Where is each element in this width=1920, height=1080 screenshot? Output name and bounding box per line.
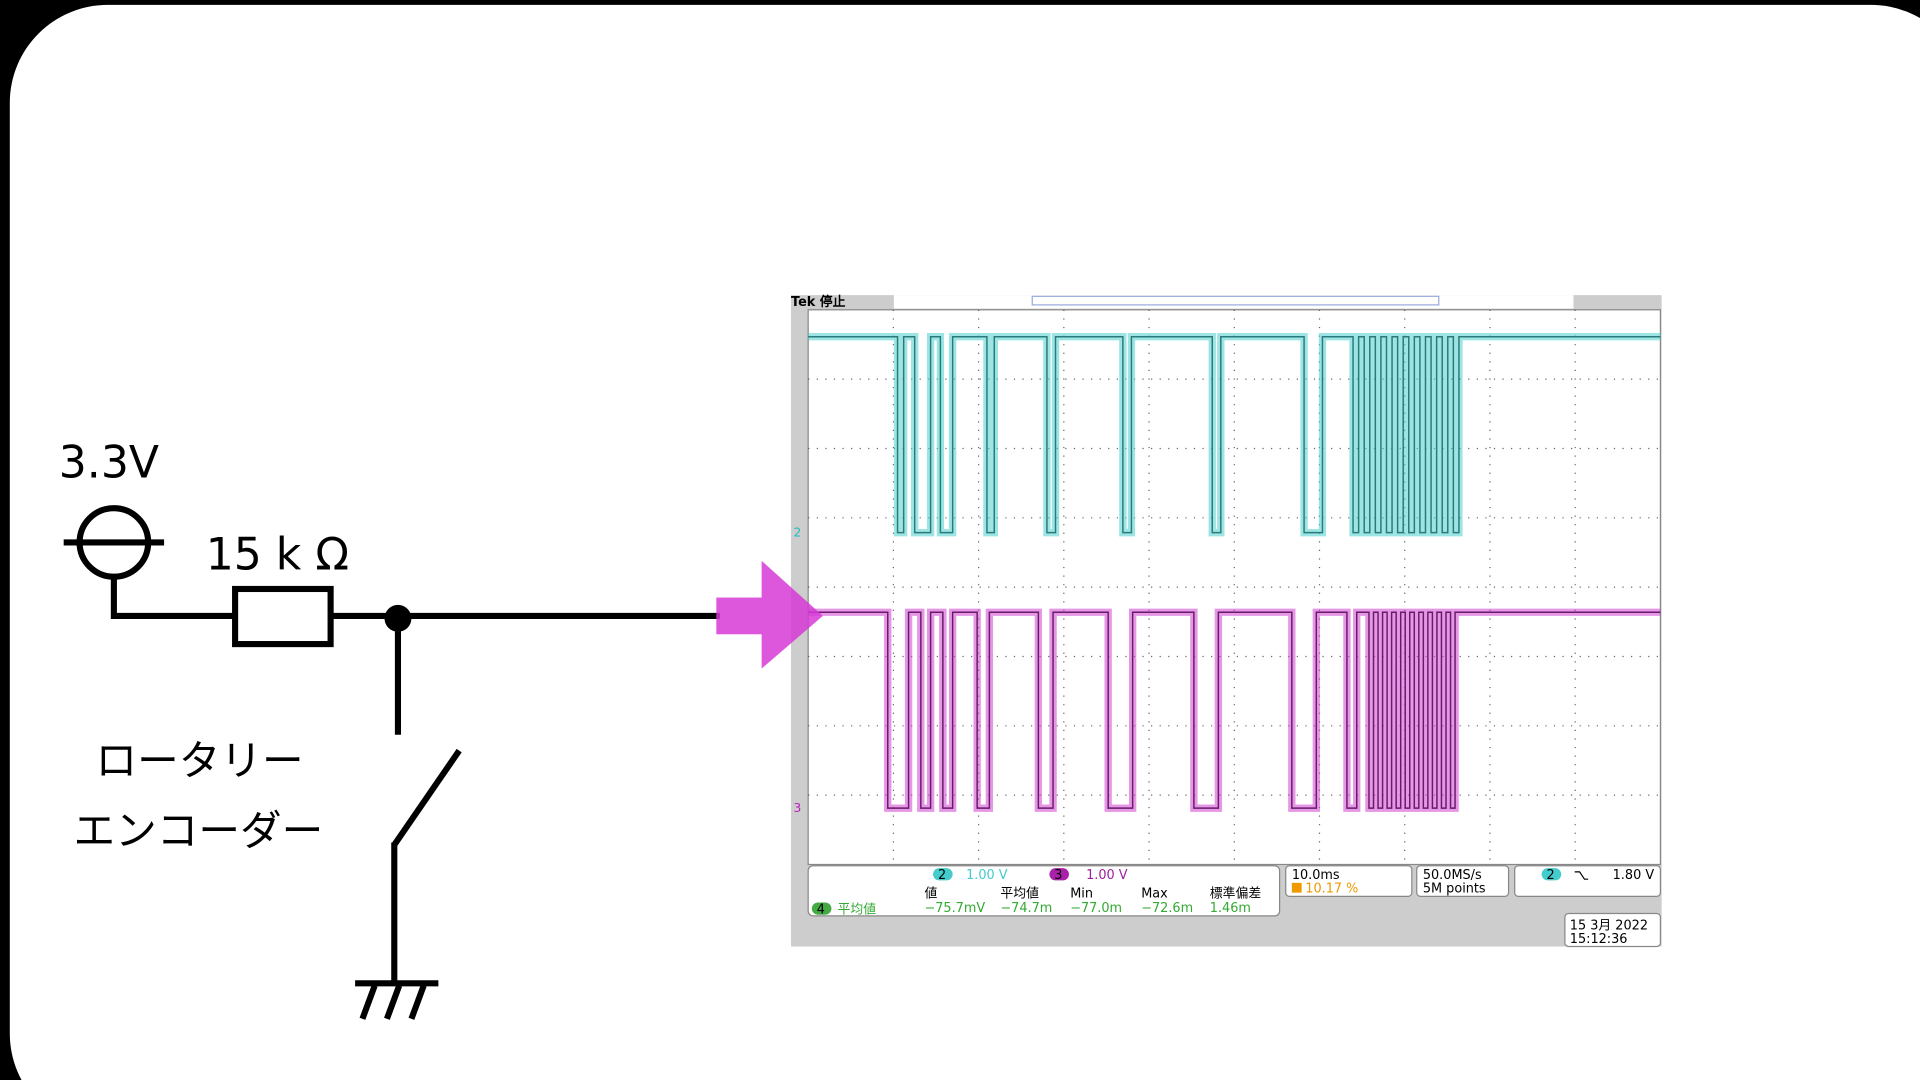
channel-scale: 1.00 V (1086, 868, 1128, 883)
trigger-position: 10.17 % (1305, 882, 1358, 897)
channel-number: 2 (938, 868, 946, 883)
device-label: エンコーダー (73, 806, 323, 855)
arrow (716, 560, 823, 669)
oscilloscope: Tek 停止 2 3 2 1.00 V 3 1.00 V 4 平均値 値−75.… (791, 294, 1662, 948)
measure-value: −74.7m (1000, 901, 1052, 916)
measure-header: 平均値 (1000, 886, 1039, 902)
measure-header: Min (1070, 887, 1093, 902)
sample-rate: 50.0MS/s (1423, 868, 1482, 883)
channel-marker: 2 (793, 525, 801, 539)
time: 15:12:36 (1570, 932, 1628, 947)
record-length: 5M points (1423, 882, 1486, 897)
ground (359, 984, 378, 1020)
arrow-head (761, 560, 823, 669)
trigger-channel: 2 (1547, 868, 1555, 883)
badge (811, 902, 832, 915)
ground (384, 984, 403, 1020)
slope-icon (1574, 871, 1589, 880)
measure-header: Max (1141, 887, 1168, 902)
measure-header: 値 (924, 886, 937, 902)
info-box (807, 865, 1281, 917)
arrow-shaft (716, 597, 766, 635)
measure-value: −77.0m (1070, 901, 1122, 916)
waveform (808, 336, 1661, 534)
info-box (1564, 912, 1662, 948)
switch (391, 748, 462, 847)
trigger-icon (1291, 882, 1302, 893)
badge (1541, 868, 1562, 881)
info-box (1416, 865, 1510, 897)
measure-name: 平均値 (838, 901, 877, 917)
measure-value: −75.7mV (924, 901, 985, 916)
record-view (1031, 295, 1440, 306)
measure-value: −72.6m (1141, 901, 1193, 916)
badge (1049, 868, 1069, 881)
junction (384, 604, 412, 632)
wire (110, 576, 236, 619)
measure-channel: 4 (817, 902, 825, 917)
trigger-level: 1.80 V (1613, 868, 1655, 883)
status: Tek 停止 (791, 294, 846, 310)
supply-label: 3.3V (59, 438, 159, 489)
measure-value: 1.46m (1210, 901, 1251, 916)
device-label: ロータリー (96, 736, 304, 785)
channel-number: 3 (1054, 868, 1062, 883)
timebase: 10.0ms (1292, 868, 1340, 883)
waveforms (808, 333, 1661, 812)
badge (933, 868, 953, 881)
info-box (1285, 865, 1413, 897)
scope-topbar (893, 295, 1574, 309)
measure-header: 標準偏差 (1210, 886, 1262, 902)
channel-marker: 3 (793, 801, 801, 815)
circuit (63, 505, 720, 1020)
channel-scale: 1.00 V (966, 868, 1008, 883)
resistor-label: 15 k Ω (206, 529, 349, 580)
date: 15 3月 2022 (1570, 918, 1648, 933)
waveform (808, 611, 1661, 809)
ground (408, 984, 427, 1020)
